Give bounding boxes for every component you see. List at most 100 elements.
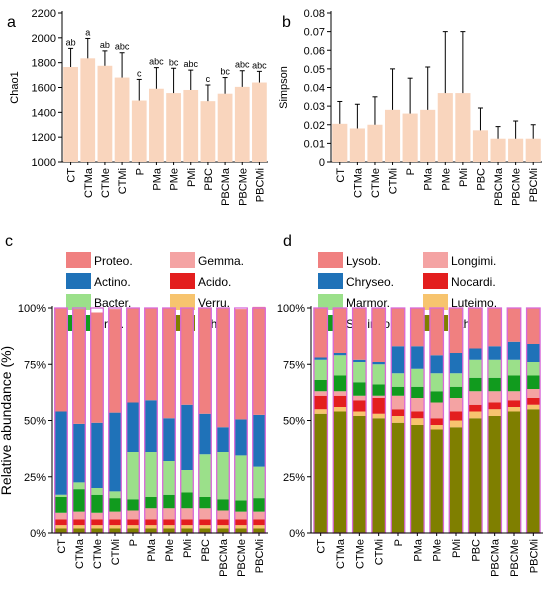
- stack-segment: [507, 391, 521, 401]
- stack-segment: [54, 519, 68, 526]
- x-tick-label: PMa: [151, 167, 163, 191]
- stack-segment: [468, 391, 483, 405]
- stack-segment: [410, 411, 425, 419]
- stack-segment: [352, 395, 367, 401]
- stack-segment: [333, 355, 347, 376]
- bar: [80, 58, 96, 163]
- x-tick-label: PBCMe: [237, 168, 249, 206]
- stack-segment: [371, 398, 386, 414]
- stack-segment: [108, 525, 122, 529]
- legend-swatch: [170, 273, 195, 289]
- x-tick-label: PMa: [423, 167, 435, 191]
- legend-swatch: [66, 273, 91, 289]
- legend-label: Proteo.: [94, 254, 133, 268]
- x-tick-label: CTMa: [83, 167, 95, 198]
- x-tick-label: PBCMe: [236, 539, 248, 577]
- stack-segment: [72, 309, 86, 424]
- bar: [490, 138, 506, 162]
- y-tick-label: 1400: [32, 107, 56, 119]
- stack-segment: [72, 528, 86, 533]
- stack-segment: [72, 482, 86, 490]
- bar: [437, 93, 453, 162]
- y-tick-label: 0.07: [304, 27, 325, 39]
- y-tick-label: 0.02: [304, 120, 325, 132]
- legend-swatch: [423, 294, 448, 310]
- x-tick-label: CT: [316, 539, 328, 554]
- x-tick-label: CT: [335, 168, 347, 183]
- stack-segment: [507, 341, 521, 360]
- stack-segment: [429, 425, 444, 430]
- stack-segment: [429, 308, 444, 356]
- stack-segment: [371, 384, 386, 396]
- y-tick-label: 100%: [277, 303, 305, 315]
- stack-segment: [313, 395, 328, 410]
- stack-segment: [391, 416, 405, 423]
- stack-segment: [234, 455, 248, 501]
- stack-segment: [487, 402, 502, 410]
- stack-segment: [313, 357, 328, 360]
- stack-segment: [90, 494, 104, 513]
- bar: [332, 123, 348, 162]
- stack-segment: [333, 407, 347, 412]
- legend-swatch: [423, 252, 448, 268]
- stack-segment: [507, 308, 521, 342]
- significance-letter: abc: [115, 42, 130, 52]
- stack-segment: [410, 346, 425, 369]
- x-tick-label: PMa: [412, 538, 424, 562]
- y-tick-label: 0%: [30, 528, 46, 540]
- stack-segment: [449, 411, 463, 421]
- stack-segment: [180, 525, 194, 529]
- stack-segment: [429, 355, 444, 374]
- x-tick-label: P: [128, 539, 140, 546]
- stack-segment: [449, 373, 463, 387]
- stack-segment: [90, 422, 104, 488]
- stack-segment: [449, 398, 463, 412]
- stack-segment: [487, 377, 502, 392]
- legend-label: Actino.: [94, 275, 131, 289]
- stack-segment: [234, 500, 248, 512]
- stack-segment: [144, 508, 158, 520]
- bar: [455, 93, 471, 162]
- stack-segment: [198, 528, 212, 533]
- stack-segment: [352, 359, 367, 362]
- y-tick-label: 1800: [32, 58, 56, 70]
- stack-segment: [410, 308, 425, 347]
- y-tick-label: 1200: [32, 132, 56, 144]
- stack-segment: [352, 400, 367, 412]
- x-tick-label: PMa: [146, 538, 158, 562]
- stack-segment: [313, 380, 328, 392]
- stack-segment: [333, 308, 347, 353]
- stack-segment: [449, 308, 463, 353]
- bar: [252, 82, 267, 162]
- stack-segment: [216, 452, 230, 500]
- y-tick-label: 50%: [283, 416, 305, 428]
- significance-letter: abc: [183, 59, 198, 69]
- stack-segment: [162, 461, 176, 495]
- stack-segment: [429, 429, 444, 533]
- x-tick-label: PBC: [470, 539, 482, 562]
- bar: [183, 89, 199, 162]
- y-tick-label: 0: [319, 157, 325, 169]
- stack-segment: [162, 494, 176, 509]
- x-tick-label: PBCMi: [254, 539, 266, 573]
- stack-segment: [54, 512, 68, 520]
- legend-label: Marmor.: [346, 296, 390, 310]
- stack-segment: [526, 389, 541, 398]
- stack-segment: [252, 414, 266, 467]
- stack-segment: [162, 418, 176, 461]
- y-tick-label: 50%: [24, 416, 46, 428]
- stack-segment: [371, 395, 386, 398]
- significance-letter: a: [85, 27, 90, 37]
- stack-segment: [126, 525, 140, 529]
- stack-segment: [391, 373, 405, 387]
- stack-segment: [391, 409, 405, 416]
- x-tick-label: PBCMe: [509, 539, 521, 577]
- x-tick-label: CTMi: [110, 539, 122, 565]
- stack-segment: [391, 422, 405, 533]
- legend-label: Luteimo.: [451, 296, 497, 310]
- stack-segment: [108, 528, 122, 533]
- chart-d-genus-abundance: CT CTMa CTMe CTMi P PMa PMe PMi PBC PBCMa PBCMe PBC…: [277, 303, 543, 577]
- legend-swatch: [318, 273, 343, 289]
- stack-segment: [352, 308, 367, 360]
- stack-segment: [252, 466, 266, 499]
